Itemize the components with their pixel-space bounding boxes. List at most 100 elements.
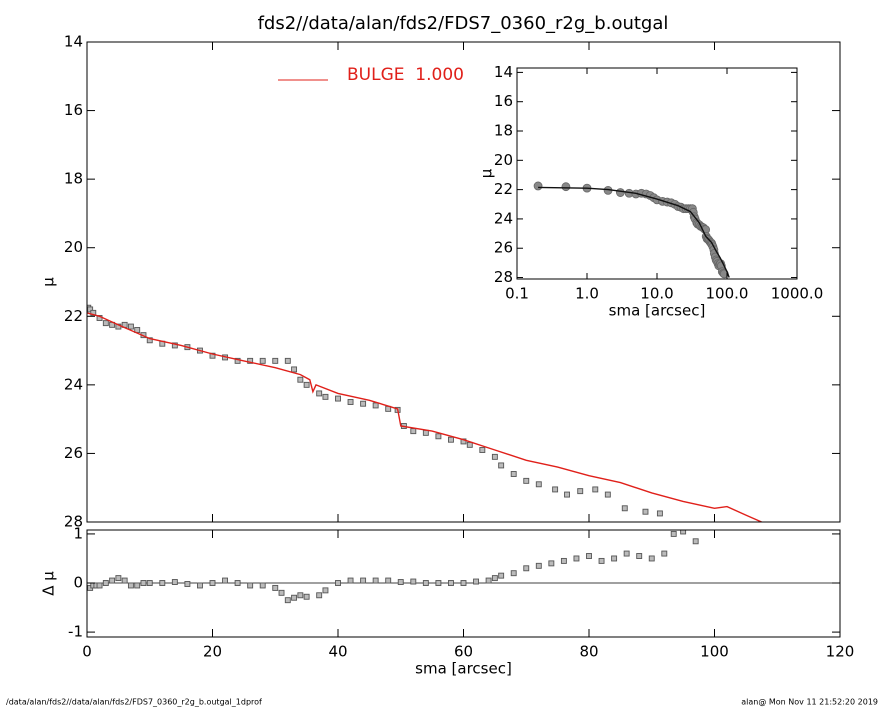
data-point: [491, 575, 498, 582]
data-point: [372, 577, 379, 584]
data-point: [680, 530, 687, 535]
data-point: [460, 438, 467, 445]
data-point: [259, 357, 266, 364]
y-tick-label: 18: [494, 122, 513, 140]
y-tick-label: 18: [64, 170, 83, 188]
data-point: [615, 188, 625, 197]
data-point: [498, 572, 505, 579]
data-point: [234, 357, 241, 364]
data-point: [372, 402, 379, 409]
footer-right: alan@ Mon Nov 11 21:52:20 2019: [741, 698, 878, 707]
model-line: [538, 186, 730, 278]
data-point: [171, 342, 178, 349]
data-point: [297, 592, 304, 599]
data-point: [272, 357, 279, 364]
y-tick-label: 28: [64, 513, 83, 531]
x-axis-label: sma [arcsec]: [609, 302, 706, 320]
data-point: [121, 577, 128, 584]
data-point: [573, 555, 580, 562]
x-tick-label: 40: [328, 643, 347, 661]
data-point: [87, 306, 94, 313]
data-point: [598, 557, 605, 564]
inset-background: [517, 68, 797, 279]
data-point: [611, 555, 618, 562]
y-tick-label: 14: [494, 63, 513, 81]
data-point: [552, 486, 559, 493]
data-point: [316, 592, 323, 599]
data-point: [159, 580, 166, 586]
data-point: [115, 575, 122, 582]
data-point: [347, 399, 354, 405]
data-point: [272, 584, 279, 591]
data-point: [448, 436, 454, 443]
data-point: [466, 441, 473, 448]
y-tick-label: 16: [494, 92, 513, 110]
data-point: [140, 580, 147, 586]
data-point: [460, 580, 467, 586]
data-point: [592, 486, 599, 493]
y-tick-label: 24: [494, 209, 513, 227]
y-tick-label: 14: [64, 33, 83, 51]
data-point: [146, 337, 153, 344]
data-point: [510, 471, 517, 477]
x-tick-label: 10.0: [640, 285, 673, 303]
data-point: [435, 433, 442, 440]
y-axis-label: μ: [40, 277, 58, 287]
data-point: [656, 510, 663, 517]
data-point: [209, 352, 216, 359]
data-point: [661, 550, 668, 557]
data-point: [127, 323, 134, 330]
data-point: [134, 582, 141, 589]
data-point: [209, 580, 216, 586]
data-point: [422, 429, 429, 436]
x-tick-label: 60: [454, 643, 473, 661]
x-tick-label: 0.1: [505, 285, 529, 303]
data-point: [648, 555, 655, 562]
plot-area: [533, 181, 730, 279]
data-point: [604, 491, 611, 498]
y-tick-label: 26: [64, 444, 83, 462]
data-point: [360, 577, 367, 584]
y-axis-label: μ: [478, 168, 496, 178]
data-point: [284, 597, 291, 604]
data-point: [278, 589, 285, 596]
x-tick-label: 100.0: [706, 285, 749, 303]
data-point: [322, 587, 329, 594]
y-tick-label: 24: [64, 375, 83, 393]
x-tick-label: 1000.0: [771, 285, 824, 303]
data-point: [247, 357, 254, 364]
data-point: [523, 565, 530, 572]
x-tick-label: 1.0: [575, 285, 599, 303]
data-point: [523, 477, 530, 484]
data-point: [448, 580, 454, 586]
y-tick-label: 26: [494, 239, 513, 257]
data-point: [259, 582, 266, 589]
data-point: [435, 580, 442, 586]
data-point: [297, 376, 304, 383]
data-point: [234, 580, 241, 586]
y-tick-label: 16: [64, 101, 83, 119]
data-point: [109, 577, 116, 584]
data-point: [561, 182, 571, 192]
y-tick-label: 22: [494, 180, 513, 198]
y-tick-label: 22: [64, 307, 83, 325]
y-tick-label: 0: [73, 574, 83, 592]
data-point: [577, 488, 584, 495]
data-point: [548, 560, 555, 567]
x-tick-label: 80: [579, 643, 598, 661]
data-point: [491, 453, 498, 460]
data-point: [564, 491, 570, 498]
data-point: [303, 381, 310, 388]
plot-area: [87, 304, 762, 522]
data-point: [347, 577, 354, 584]
data-point: [510, 570, 517, 577]
data-point: [410, 578, 417, 585]
data-point: [642, 508, 649, 515]
data-point: [247, 582, 254, 589]
plot-area: [87, 530, 840, 604]
data-point: [670, 530, 677, 537]
data-point: [479, 447, 486, 453]
data-point: [397, 579, 404, 585]
y-tick-label: 1: [73, 524, 83, 542]
